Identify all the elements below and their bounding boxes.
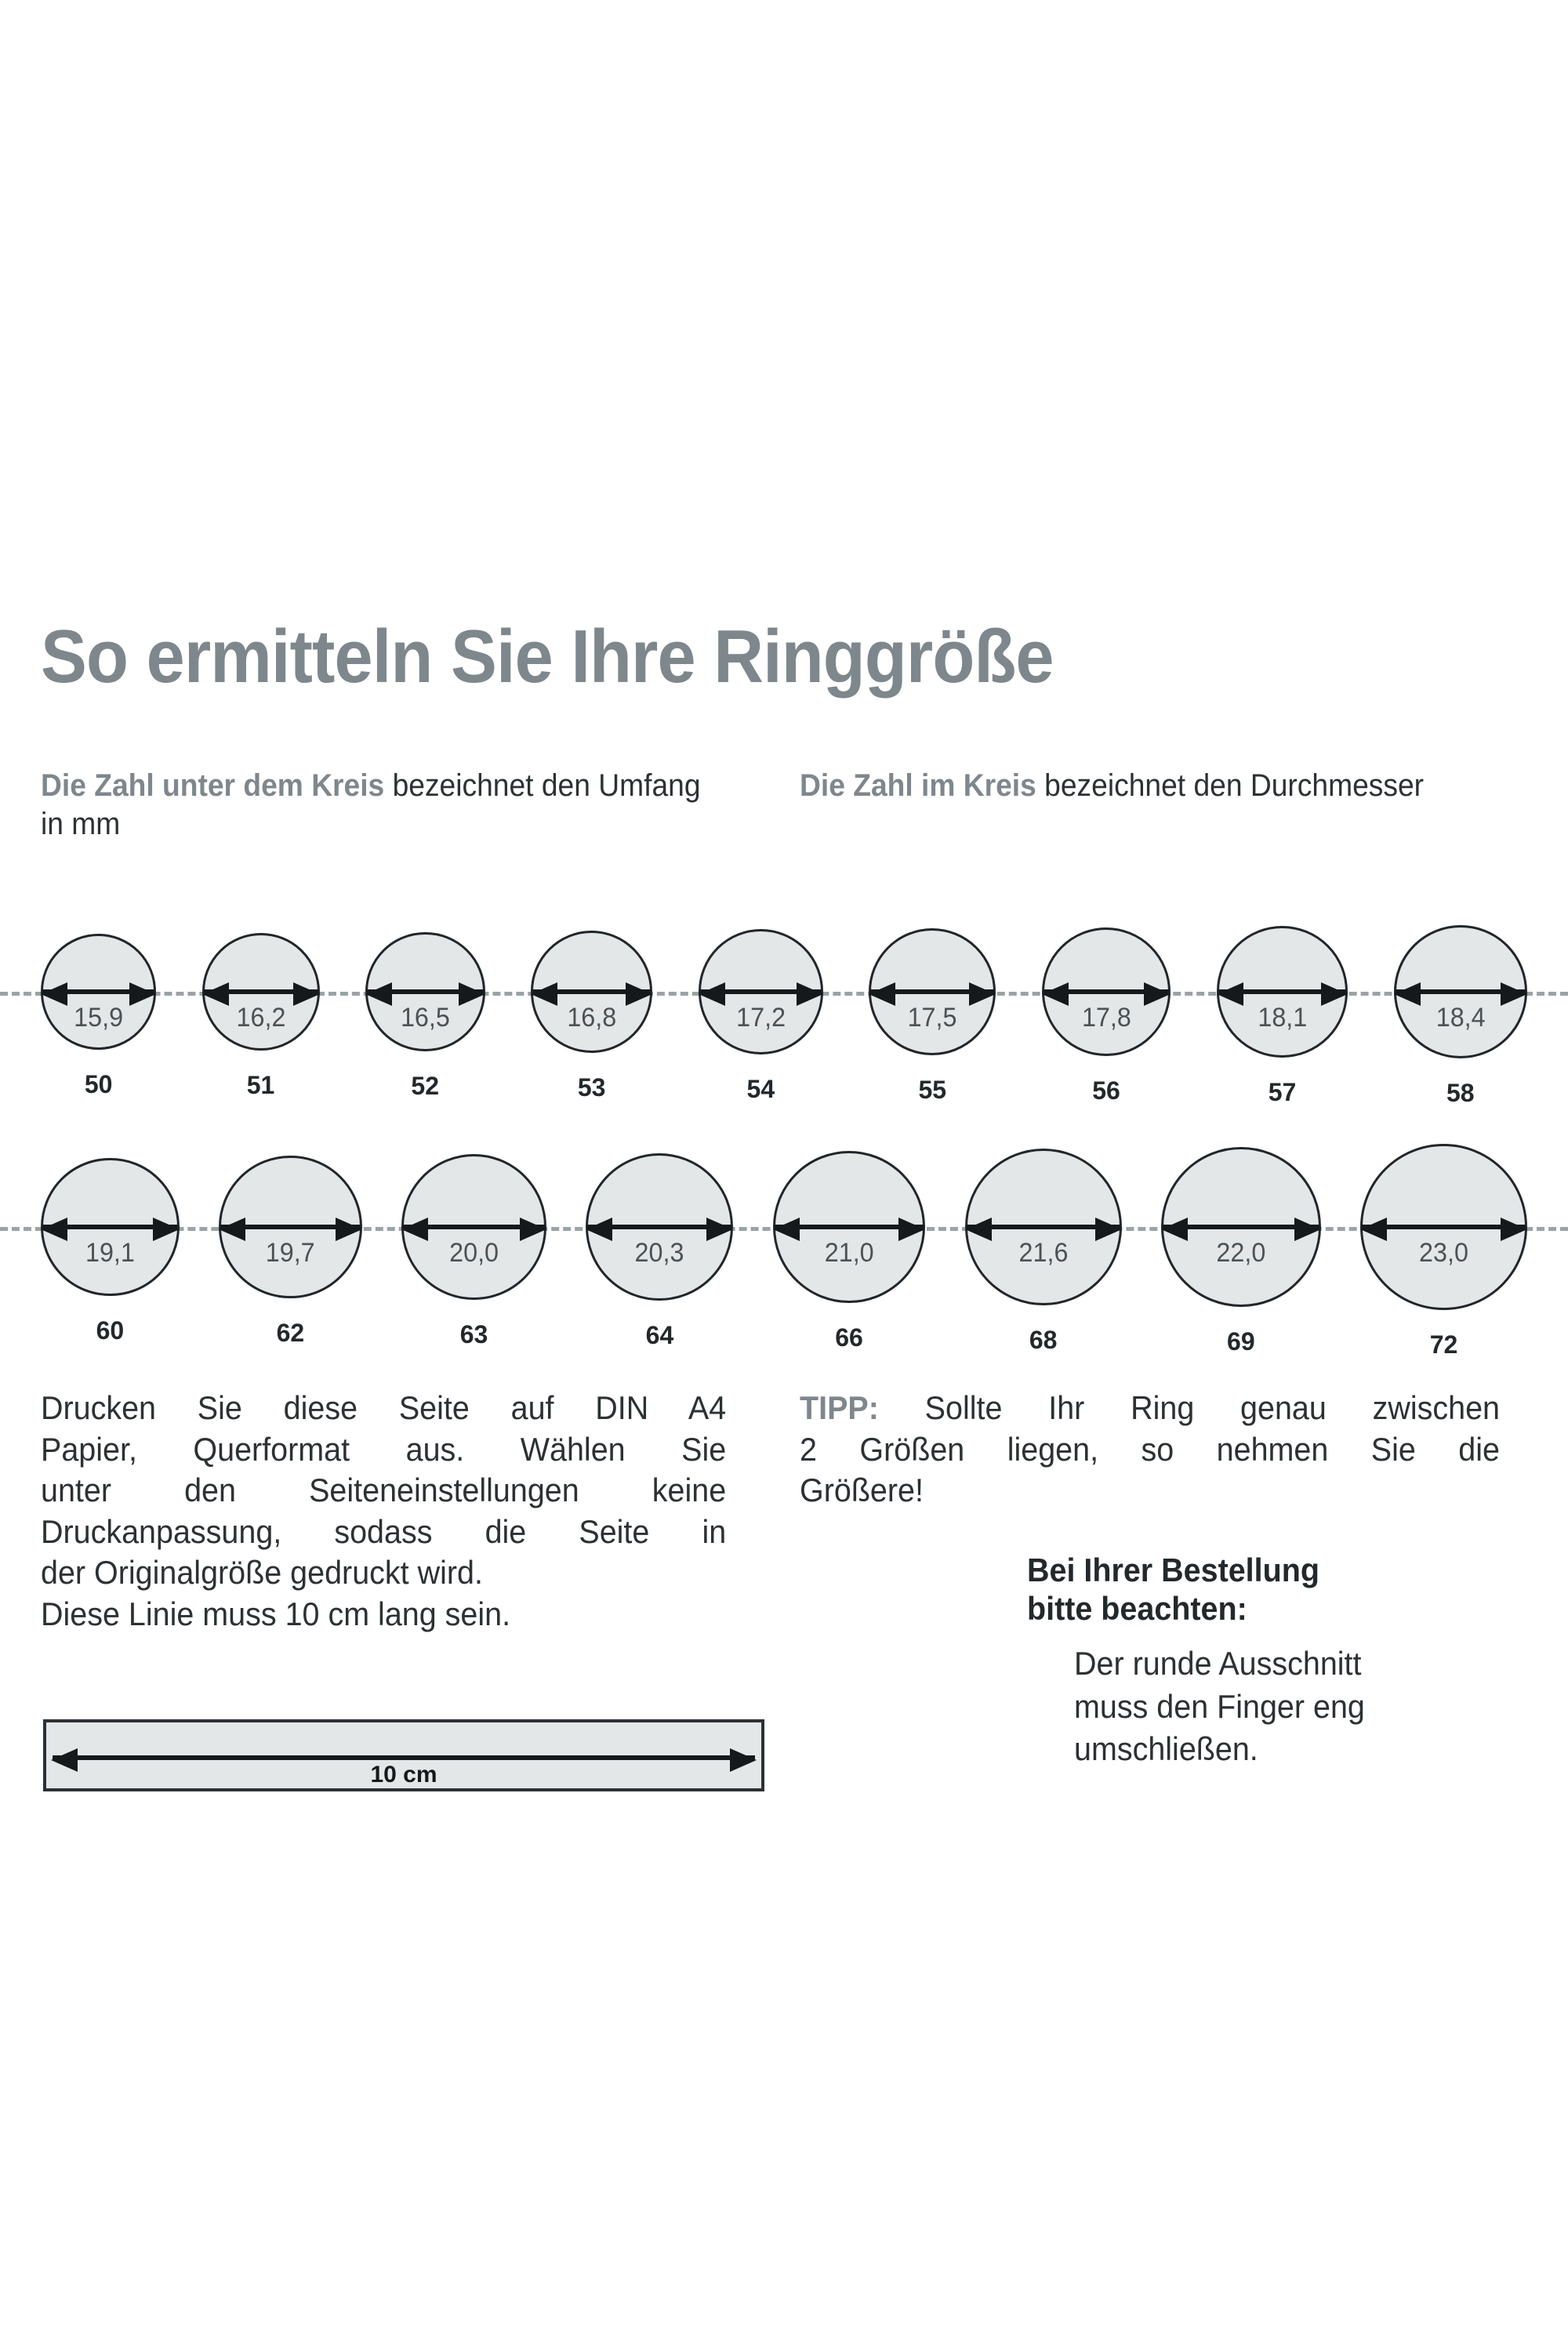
diameter-double-arrow-icon xyxy=(869,982,996,1006)
diameter-double-arrow-icon xyxy=(586,1218,734,1241)
ring-diameter-label: 17,5 xyxy=(907,1003,957,1033)
ring-circumference-label: 56 xyxy=(1092,1076,1120,1105)
instruction-line-2: Papier, Querformat aus. Wählen Sie xyxy=(41,1430,727,1468)
legend-right: Die Zahl im Kreis bezeichnet den Durchme… xyxy=(800,767,1500,805)
ring-circumference-label: 66 xyxy=(835,1323,863,1352)
diameter-double-arrow-icon xyxy=(40,982,157,1006)
instruction-line-5: der Originalgröße gedruckt wird. xyxy=(41,1554,483,1591)
legend-left-rest: bezeichnet den Umfang in mm xyxy=(41,768,701,841)
instruction-line-4: Druckanpassung, sodass die Seite in xyxy=(41,1512,727,1550)
tip-line-3: Größere! xyxy=(800,1472,924,1508)
ring-circumference-label: 72 xyxy=(1429,1330,1458,1359)
legend-left: Die Zahl unter dem Kreis bezeichnet den … xyxy=(41,767,726,844)
calibration-ruler: 10 cm xyxy=(43,1719,764,1791)
legend-right-bold: Die Zahl im Kreis xyxy=(800,768,1036,803)
ring-circumference-label: 55 xyxy=(918,1076,947,1105)
diameter-double-arrow-icon xyxy=(201,982,320,1006)
ring-diameter-label: 19,1 xyxy=(85,1238,135,1268)
ring-circumference-label: 58 xyxy=(1446,1079,1475,1108)
ring-diameter-label: 20,0 xyxy=(449,1238,499,1268)
ring-diameter-label: 15,9 xyxy=(74,1003,124,1033)
ring-row-2: 19,1 60 19,7 62 20,0 63 20,3 64 21,0 66 21,6 68 22,0… xyxy=(0,1117,1568,1359)
ring-diameter-label: 17,8 xyxy=(1081,1003,1131,1033)
ring-diameter-label: 19,7 xyxy=(265,1238,315,1268)
diameter-double-arrow-icon xyxy=(964,1218,1122,1241)
ring-diameter-label: 16,8 xyxy=(567,1003,617,1033)
diameter-double-arrow-icon xyxy=(1216,982,1348,1006)
diameter-double-arrow-icon xyxy=(772,1218,926,1241)
ring-diameter-label: 22,0 xyxy=(1216,1238,1266,1268)
ring-row-1: 15,9 50 16,2 51 16,5 52 16,8 53 17,2 54 17,5 55 17,8… xyxy=(0,902,1568,1108)
ring-diameter-label: 16,5 xyxy=(400,1003,450,1033)
legend-left-bold: Die Zahl unter dem Kreis xyxy=(41,768,385,803)
ring-circumference-label: 51 xyxy=(246,1071,275,1099)
order-note-body-line-2: muss den Finger eng xyxy=(1074,1687,1365,1725)
order-note-heading-line-2: bitte beachten: xyxy=(1027,1590,1247,1628)
diameter-double-arrow-icon xyxy=(1160,1218,1321,1241)
ring-diameter-label: 16,2 xyxy=(236,1003,285,1033)
ring-diameter-label: 21,6 xyxy=(1018,1238,1069,1268)
ring-diameter-label: 17,2 xyxy=(735,1003,786,1033)
order-note-body-line-3: umschließen. xyxy=(1074,1730,1258,1768)
tip-block: TIPP: Sollte Ihr Ring genau zwischen 2 G… xyxy=(800,1388,1500,1512)
order-note-heading: Bei Ihrer Bestellung bitte beachten: xyxy=(1027,1551,1528,1628)
diameter-double-arrow-icon xyxy=(41,1218,180,1241)
ring-diameter-label: 21,0 xyxy=(824,1238,874,1268)
diameter-double-arrow-icon xyxy=(401,1218,547,1241)
ring-diameter-label: 18,4 xyxy=(1436,1003,1486,1033)
diameter-double-arrow-icon xyxy=(1041,982,1171,1006)
ring-circumference-label: 69 xyxy=(1227,1327,1255,1356)
instruction-line-3: unter den Seiteneinstellungen keine xyxy=(41,1472,727,1508)
order-note-heading-line-1: Bei Ihrer Bestellung xyxy=(1027,1552,1319,1588)
diameter-double-arrow-icon xyxy=(365,982,485,1006)
tip-line-1: Sollte Ihr Ring genau zwischen xyxy=(878,1389,1500,1426)
ring-circumference-label: 57 xyxy=(1268,1077,1297,1106)
ruler-double-arrow-icon xyxy=(51,1748,757,1772)
print-instructions-paragraph: Drucken Sie diese Seite auf DIN A4 Papie… xyxy=(41,1388,726,1594)
ring-circumference-label: 53 xyxy=(577,1073,606,1102)
diameter-double-arrow-icon xyxy=(1393,982,1528,1006)
diameter-double-arrow-icon xyxy=(219,1218,363,1241)
tip-label: TIPP: xyxy=(800,1389,879,1426)
tip-first-line: TIPP: Sollte Ihr Ring genau zwischen xyxy=(800,1388,1500,1429)
order-note-body-line-1: Der runde Ausschnitt xyxy=(1074,1645,1362,1682)
legend-right-rest: bezeichnet den Durchmesser xyxy=(1036,768,1425,803)
ring-diameter-label: 20,3 xyxy=(635,1238,684,1268)
ring-circumference-label: 68 xyxy=(1029,1326,1058,1354)
diameter-double-arrow-icon xyxy=(1360,1218,1527,1241)
print-instructions: Drucken Sie diese Seite auf DIN A4 Papie… xyxy=(41,1388,726,1635)
instruction-line-1: Drucken Sie diese Seite auf DIN A4 xyxy=(41,1389,727,1426)
tip-line-2: 2 Größen liegen, so nehmen Sie die xyxy=(800,1430,1500,1468)
ring-circumference-label: 54 xyxy=(746,1074,775,1103)
order-note-body: Der runde Ausschnitt muss den Finger eng… xyxy=(1074,1642,1546,1771)
ring-circumference-label: 50 xyxy=(84,1069,113,1098)
ring-diameter-label: 18,1 xyxy=(1258,1003,1307,1033)
ring-circumference-label: 62 xyxy=(276,1319,305,1348)
ring-circumference-label: 52 xyxy=(411,1072,439,1101)
instruction-line-6: Diese Linie muss 10 cm lang sein. xyxy=(41,1595,511,1632)
ring-circumference-label: 63 xyxy=(459,1319,488,1348)
instruction-line-6-wrap: Diese Linie muss 10 cm lang sein. xyxy=(41,1594,726,1635)
ring-circumference-label: 64 xyxy=(645,1320,674,1349)
diameter-double-arrow-icon xyxy=(530,982,652,1006)
ring-diameter-label: 23,0 xyxy=(1419,1238,1468,1268)
ruler-label: 10 cm xyxy=(370,1762,437,1788)
page-title: So ermitteln Sie Ihre Ringgröße xyxy=(41,615,1054,699)
ring-circumference-label: 60 xyxy=(96,1316,125,1345)
diameter-double-arrow-icon xyxy=(698,982,824,1006)
